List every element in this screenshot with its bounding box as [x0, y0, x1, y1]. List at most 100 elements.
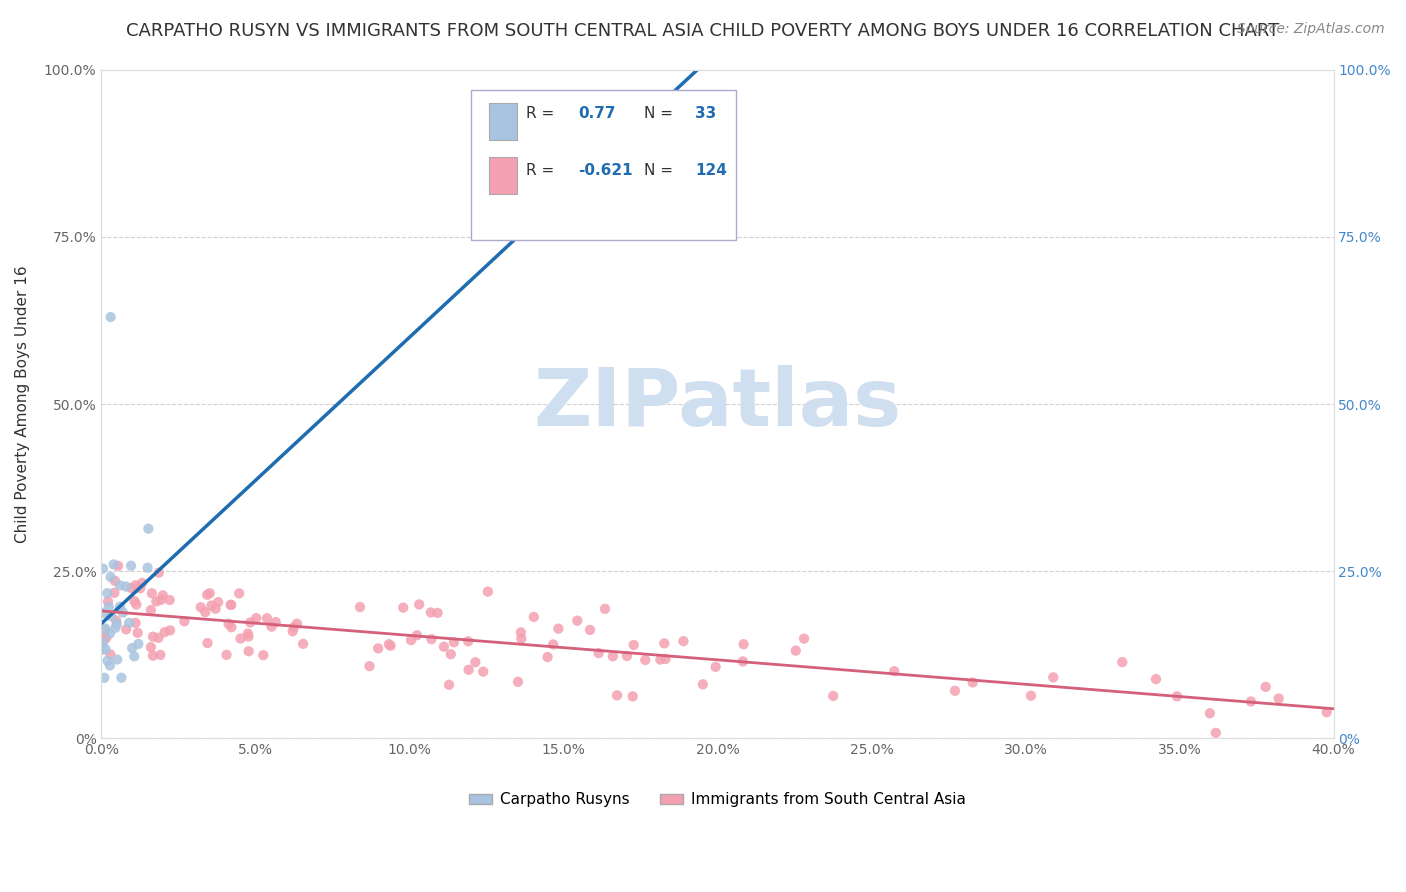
Point	[207, 595, 229, 609]
Point	[634, 653, 657, 667]
Point	[962, 675, 984, 690]
Point	[623, 638, 645, 652]
Point	[159, 593, 181, 607]
Point	[621, 690, 644, 704]
Point	[602, 649, 624, 664]
Point	[509, 625, 531, 640]
Point	[136, 560, 159, 574]
Point	[283, 620, 305, 634]
Point	[159, 624, 181, 638]
Point	[127, 637, 149, 651]
Point	[94, 622, 117, 636]
Point	[567, 614, 589, 628]
Text: Source: ZipAtlas.com: Source: ZipAtlas.com	[1237, 22, 1385, 37]
Point	[91, 561, 114, 575]
Point	[1042, 670, 1064, 684]
Point	[472, 665, 495, 679]
Point	[104, 621, 127, 635]
Point	[541, 637, 564, 651]
Point	[124, 649, 146, 664]
Point	[194, 605, 217, 619]
Point	[97, 599, 120, 614]
Point	[100, 310, 122, 324]
Point	[392, 600, 415, 615]
Point	[118, 615, 141, 630]
Point	[98, 626, 121, 640]
Point	[443, 635, 465, 649]
Point	[523, 610, 546, 624]
Point	[149, 648, 172, 662]
Point	[139, 640, 162, 655]
Point	[108, 599, 131, 614]
Point	[733, 637, 755, 651]
Point	[215, 648, 238, 662]
Point	[1199, 706, 1222, 721]
Point	[91, 642, 114, 657]
Text: R =: R =	[526, 106, 560, 121]
Point	[292, 637, 315, 651]
Point	[547, 622, 569, 636]
Point	[1111, 655, 1133, 669]
Point	[120, 581, 142, 595]
Point	[1166, 690, 1188, 704]
Point	[100, 609, 122, 624]
Point	[477, 584, 499, 599]
Point	[125, 598, 148, 612]
Point	[1144, 672, 1167, 686]
Point	[131, 575, 153, 590]
Text: -0.621: -0.621	[578, 163, 633, 178]
Point	[96, 654, 118, 668]
Point	[124, 578, 146, 592]
Point	[105, 614, 128, 628]
Point	[142, 648, 165, 663]
Point	[380, 639, 402, 653]
Point	[236, 626, 259, 640]
Point	[883, 664, 905, 678]
Point	[367, 641, 389, 656]
Point	[204, 601, 226, 615]
Point	[111, 606, 134, 620]
Point	[98, 648, 121, 662]
Point	[93, 632, 115, 647]
Point	[260, 620, 283, 634]
Point	[148, 566, 170, 580]
Point	[506, 674, 529, 689]
Point	[264, 615, 287, 629]
Point	[1267, 691, 1289, 706]
Point	[108, 578, 131, 592]
Point	[349, 600, 371, 615]
Point	[100, 570, 122, 584]
Point	[406, 628, 429, 642]
Text: ZIPatlas: ZIPatlas	[533, 365, 901, 443]
Point	[256, 611, 278, 625]
Point	[103, 558, 125, 572]
Point	[129, 582, 152, 596]
Point	[229, 632, 252, 646]
Point	[433, 640, 456, 654]
Point	[173, 615, 195, 629]
Point	[105, 617, 128, 632]
Point	[197, 636, 219, 650]
Point	[239, 615, 262, 630]
Text: CARPATHO RUSYN VS IMMIGRANTS FROM SOUTH CENTRAL ASIA CHILD POVERTY AMONG BOYS UN: CARPATHO RUSYN VS IMMIGRANTS FROM SOUTH …	[127, 22, 1279, 40]
Point	[281, 624, 304, 639]
Point	[127, 625, 149, 640]
Point	[579, 623, 602, 637]
Point	[1240, 694, 1263, 708]
Point	[91, 635, 114, 649]
Point	[124, 594, 146, 608]
Point	[285, 616, 308, 631]
Point	[115, 623, 138, 637]
Point	[96, 631, 118, 645]
Point	[408, 598, 430, 612]
Point	[142, 630, 165, 644]
Point	[440, 647, 463, 661]
Text: R =: R =	[526, 163, 560, 178]
Point	[218, 616, 240, 631]
Point	[124, 615, 146, 630]
Point	[704, 660, 727, 674]
Point	[793, 632, 815, 646]
Point	[105, 652, 128, 666]
Point	[650, 652, 672, 666]
Point	[606, 689, 628, 703]
